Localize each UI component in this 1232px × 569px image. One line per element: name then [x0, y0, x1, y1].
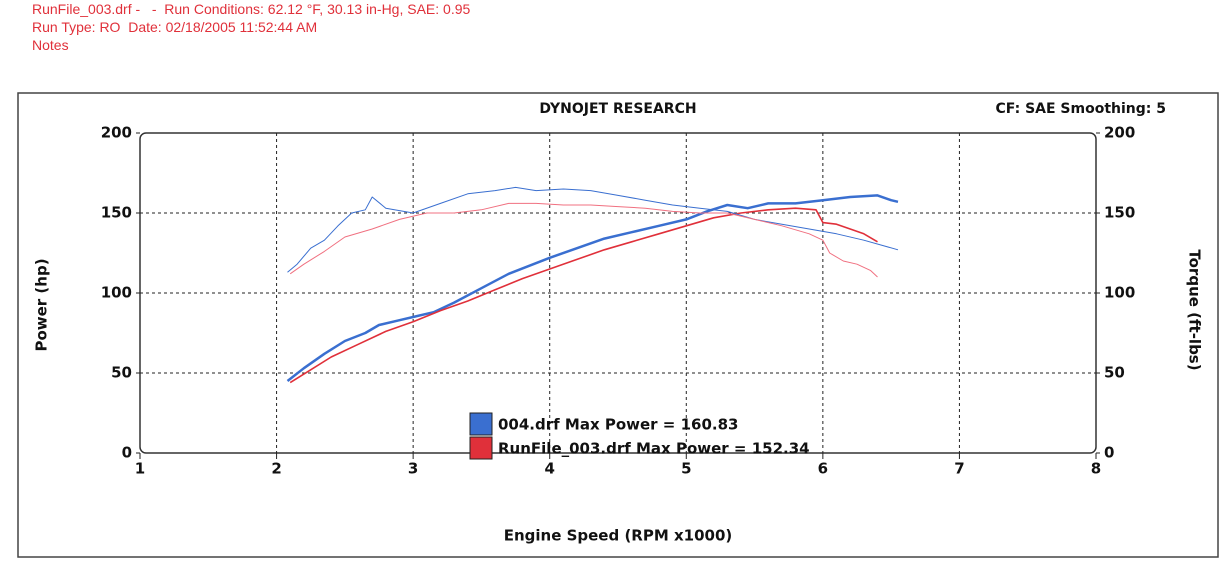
y-tick-label: 50	[111, 364, 132, 382]
legend-swatch	[469, 412, 493, 436]
x-tick-label: 8	[1091, 460, 1101, 478]
header: RunFile_003.drf - - Run Conditions: 62.1…	[32, 0, 470, 54]
header-line: Run Type: RO Date: 02/18/2005 11:52:44 A…	[32, 19, 318, 35]
y2-tick-label: 50	[1104, 364, 1125, 382]
data-line	[286, 194, 899, 382]
y2-axis-label: Torque (ft-lbs)	[1186, 249, 1204, 370]
x-tick-label: 6	[818, 460, 828, 478]
chart-subtitle: CF: SAE Smoothing: 5	[996, 101, 1166, 117]
data-line	[289, 207, 878, 384]
frame	[17, 92, 1219, 558]
header-line: Notes	[32, 37, 69, 53]
x-axis-label: Engine Speed (RPM x1000)	[504, 527, 733, 545]
x-tick-label: 1	[135, 460, 145, 478]
y-axis-label: Power (hp)	[33, 258, 51, 351]
y2-tick-label: 0	[1104, 444, 1114, 462]
y-tick-label: 0	[122, 444, 132, 462]
header-line: RunFile_003.drf - - Run Conditions: 62.1…	[32, 1, 471, 17]
legend-label: 004.drf Max Power = 160.83	[498, 416, 738, 434]
x-tick-label: 3	[408, 460, 418, 478]
y-tick-label: 150	[101, 204, 132, 222]
legend-label: RunFile_003.drf Max Power = 152.34	[498, 440, 810, 458]
chart-title: DYNOJET RESEARCH	[539, 101, 696, 117]
y2-tick-label: 100	[1104, 284, 1135, 302]
y2-tick-label: 150	[1104, 204, 1135, 222]
y-tick-label: 100	[101, 284, 132, 302]
x-tick-label: 2	[271, 460, 281, 478]
data-line	[289, 202, 878, 278]
data-line	[287, 186, 899, 273]
x-tick-label: 4	[544, 460, 554, 478]
y2-tick-label: 200	[1104, 124, 1135, 142]
y-tick-label: 200	[101, 124, 132, 142]
legend-swatch	[469, 436, 493, 460]
x-tick-label: 5	[681, 460, 691, 478]
x-tick-label: 7	[954, 460, 964, 478]
